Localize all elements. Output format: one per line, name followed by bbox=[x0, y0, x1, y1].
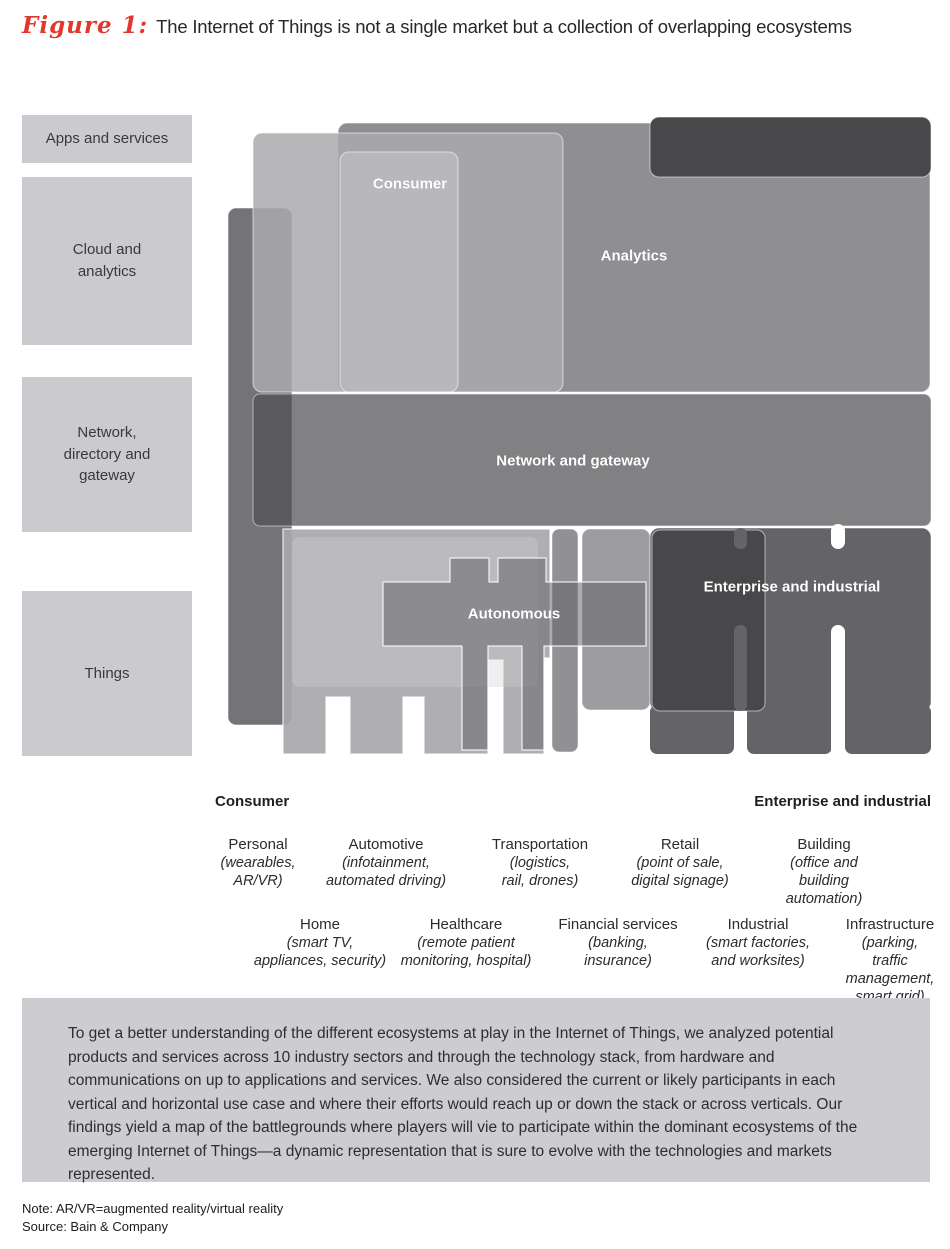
sector-detail: (office and building automation) bbox=[785, 855, 863, 907]
stack-layer-cloud-and-analytics: Cloud and analytics bbox=[22, 177, 192, 345]
figure-title: The Internet of Things is not a single m… bbox=[156, 16, 852, 37]
sector-healthcare: Healthcare (remote patient monitoring, h… bbox=[401, 916, 532, 970]
enterprise-apps-shape bbox=[649, 116, 932, 178]
enterprise-top-notch bbox=[831, 524, 845, 549]
enterprise-tooth-shape bbox=[747, 705, 832, 754]
sector-detail: (infotainment, automated driving) bbox=[325, 855, 447, 889]
sector-automotive: Automotive (infotainment, automated driv… bbox=[326, 836, 446, 890]
sector-financial-services: Financial services (banking, insurance) bbox=[558, 916, 677, 970]
network-gateway-shape bbox=[252, 393, 932, 527]
sector-name: Industrial bbox=[727, 916, 789, 933]
sector-industrial: Industrial (smart factories, and worksit… bbox=[706, 916, 810, 970]
autonomous-ecosystem-label: Autonomous bbox=[467, 605, 561, 623]
stack-layer-label: Cloud and analytics bbox=[72, 241, 142, 280]
stack-layer-things: Things bbox=[22, 591, 192, 756]
sector-detail: (logistics, rail, drones) bbox=[501, 855, 579, 889]
sector-home: Home (smart TV, appliances, security) bbox=[254, 916, 386, 970]
stack-layer-label: Network, directory and gateway bbox=[63, 423, 151, 485]
stack-layer-label: Apps and services bbox=[45, 130, 169, 148]
summary-callout: To get a better understanding of the dif… bbox=[22, 998, 930, 1183]
figure-title-row: Figure 1: The Internet of Things is not a… bbox=[22, 12, 928, 39]
sector-name: Infrastructure bbox=[845, 916, 935, 933]
sector-name: Personal bbox=[228, 836, 288, 853]
sector-detail: (remote patient monitoring, hospital) bbox=[400, 935, 532, 969]
sector-name: Transportation bbox=[491, 836, 589, 853]
stack-layer-network-directory-gateway: Network, directory and gateway bbox=[22, 377, 192, 532]
stack-layer-label: Things bbox=[84, 664, 130, 682]
enterprise-ecosystem-label: Enterprise and industrial bbox=[703, 578, 881, 596]
sector-detail: (wearables, AR/VR) bbox=[220, 855, 296, 889]
sector-retail: Retail (point of sale, digital signage) bbox=[631, 836, 729, 890]
network-ecosystem-label: Network and gateway bbox=[496, 452, 650, 470]
sector-personal: Personal (wearables, AR/VR) bbox=[221, 836, 296, 890]
enterprise-bottom-slit bbox=[831, 625, 845, 758]
enterprise-tooth-shape bbox=[650, 705, 734, 754]
sector-name: Automotive bbox=[348, 836, 424, 853]
consumer-inner-shape bbox=[339, 151, 459, 393]
enterprise-core-bottom-slit bbox=[734, 625, 747, 711]
axis-header-consumer: Consumer bbox=[215, 793, 290, 810]
sector-detail: (banking, insurance) bbox=[584, 935, 652, 969]
enterprise-core-top-notch bbox=[734, 528, 747, 549]
sector-infrastructure: Infrastructure (parking, traffic managem… bbox=[846, 916, 935, 1006]
consumer-ecosystem-label: Consumer bbox=[372, 175, 448, 193]
sector-name: Retail bbox=[660, 836, 700, 853]
sector-detail: (smart TV, appliances, security) bbox=[253, 935, 387, 969]
sector-building: Building (office and building automation… bbox=[761, 836, 887, 908]
sector-name: Healthcare bbox=[429, 916, 503, 933]
analytics-ecosystem-label: Analytics bbox=[600, 247, 668, 265]
ecosystem-diagram bbox=[228, 116, 932, 758]
enterprise-core-shape bbox=[651, 529, 766, 712]
sector-name: Financial services bbox=[558, 916, 678, 933]
sector-name: Home bbox=[299, 916, 341, 933]
enterprise-tooth-shape bbox=[845, 705, 931, 754]
sector-detail: (smart factories, and worksites) bbox=[706, 935, 810, 969]
sector-detail: (parking, traffic management, smart grid… bbox=[845, 935, 935, 1005]
sector-name: Building bbox=[797, 836, 851, 853]
footnotes: Note: AR/VR=augmented reality/virtual re… bbox=[22, 1200, 283, 1236]
sector-transportation: Transportation (logistics, rail, drones) bbox=[492, 836, 588, 890]
autonomous-shape bbox=[382, 557, 647, 751]
axis-header-enterprise: Enterprise and industrial bbox=[754, 793, 931, 810]
stack-layer-apps-and-services: Apps and services bbox=[22, 115, 192, 163]
figure-number-label: Figure 1: bbox=[22, 12, 149, 39]
note-line: Note: AR/VR=augmented reality/virtual re… bbox=[22, 1201, 284, 1216]
source-line: Source: Bain & Company bbox=[22, 1219, 168, 1234]
sector-detail: (point of sale, digital signage) bbox=[631, 855, 729, 889]
